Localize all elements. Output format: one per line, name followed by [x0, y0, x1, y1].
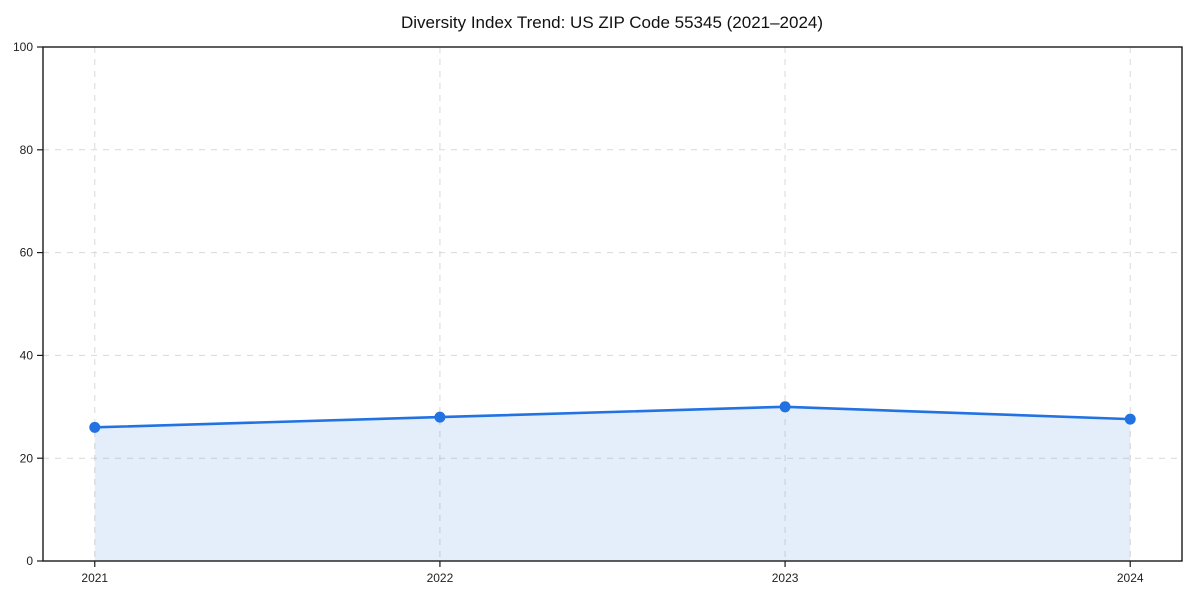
y-tick-label-80: 80	[20, 143, 34, 157]
plot-border	[42, 46, 1183, 562]
data-point-2023	[779, 401, 791, 413]
trend-line	[93, 405, 1132, 429]
data-point-2024	[1124, 413, 1136, 425]
x-tick-label-2023: 2023	[772, 571, 799, 585]
data-point-2022	[434, 411, 446, 423]
x-tick-label-2021: 2021	[81, 571, 108, 585]
chart-title: Diversity Index Trend: US ZIP Code 55345…	[401, 13, 823, 32]
x-tick-label-2022: 2022	[427, 571, 454, 585]
y-tick-label-0: 0	[26, 554, 33, 568]
y-tick-label-100: 100	[13, 40, 33, 54]
x-tick-label-2024: 2024	[1117, 571, 1144, 585]
y-tick-label-40: 40	[20, 348, 34, 362]
y-tick-label-60: 60	[20, 246, 34, 260]
data-point-2021	[89, 421, 101, 433]
area-fill	[94, 406, 1131, 561]
y-tick-label-20: 20	[20, 451, 34, 465]
